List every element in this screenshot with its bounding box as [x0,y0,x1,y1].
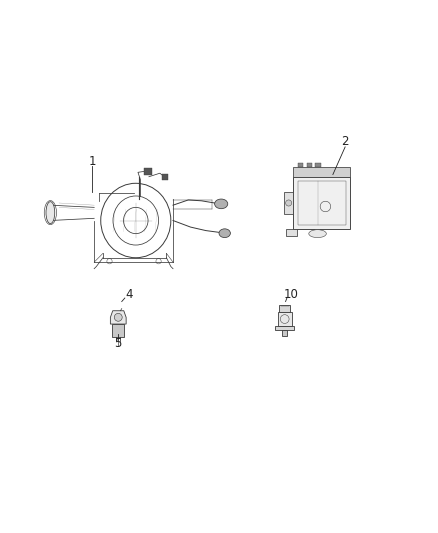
Ellipse shape [46,201,55,223]
Bar [298,163,303,167]
Bar [315,163,321,167]
Bar [144,168,152,175]
Ellipse shape [215,199,228,209]
Bar [278,312,292,326]
Bar [307,163,312,167]
Text: 1: 1 [88,155,96,168]
Circle shape [114,313,122,321]
Polygon shape [110,311,126,324]
Ellipse shape [309,230,326,238]
Text: 2: 2 [341,135,349,148]
Circle shape [286,200,292,206]
Bar [112,324,124,337]
Bar [275,326,294,330]
Ellipse shape [219,229,230,238]
Bar [293,177,350,229]
Bar [298,181,346,225]
Text: 5: 5 [115,337,122,350]
Text: 10: 10 [284,288,299,301]
Bar [293,167,350,177]
Bar [284,192,293,214]
Bar [282,330,287,336]
Text: 4: 4 [125,288,133,302]
Bar [279,304,290,312]
Bar [286,229,297,236]
Bar [162,174,168,180]
